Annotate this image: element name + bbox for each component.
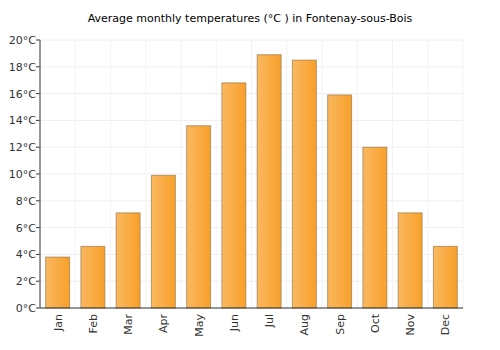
grid-line-vertical <box>251 40 252 308</box>
grid-line-vertical <box>427 40 428 308</box>
bar <box>222 83 246 308</box>
x-tick-label: Feb <box>87 314 100 333</box>
y-tick-label: 10°C <box>9 168 36 181</box>
y-tick-label: 16°C <box>9 88 36 101</box>
y-tick-label: 14°C <box>9 114 36 127</box>
x-tick-label: Sep <box>334 314 347 335</box>
grid-line-vertical <box>463 40 464 308</box>
bar <box>81 246 105 308</box>
grid-line-vertical <box>357 40 358 308</box>
tick-mark <box>36 227 40 228</box>
grid-line-vertical <box>322 40 323 308</box>
x-tick-label: Jul <box>263 314 276 328</box>
tick-mark <box>36 40 40 41</box>
bar <box>328 95 352 308</box>
grid-line-vertical <box>75 40 76 308</box>
y-tick-label: 20°C <box>9 34 36 47</box>
y-tick-label: 8°C <box>16 195 36 208</box>
y-tick-label: 0°C <box>16 302 36 315</box>
y-tick-label: 18°C <box>9 61 36 74</box>
grid-line-vertical <box>181 40 182 308</box>
tick-mark <box>36 120 40 121</box>
x-axis <box>40 308 463 309</box>
x-tick-label: Aug <box>298 314 311 335</box>
x-tick-label: Dec <box>439 314 452 335</box>
x-tick-label: Apr <box>157 314 170 334</box>
x-tick-label: Nov <box>404 314 417 336</box>
grid-line-vertical <box>145 40 146 308</box>
tick-mark <box>36 147 40 148</box>
tick-mark <box>36 93 40 94</box>
bar <box>292 60 316 308</box>
grid-line-vertical <box>286 40 287 308</box>
y-axis <box>40 40 41 308</box>
bar <box>398 213 422 308</box>
y-tick-label: 4°C <box>16 248 36 261</box>
bar <box>257 55 281 308</box>
y-tick-label: 12°C <box>9 141 36 154</box>
grid-line-vertical <box>216 40 217 308</box>
bar <box>46 257 70 308</box>
bar <box>116 213 140 308</box>
x-tick-label: Mar <box>122 314 135 335</box>
chart: Average monthly temperatures (°C ) in Fo… <box>0 0 500 350</box>
grid-line <box>40 308 463 309</box>
grid-line-vertical <box>392 40 393 308</box>
x-tick-label: Jun <box>228 314 241 332</box>
grid-line-vertical <box>110 40 111 308</box>
x-tick-label: Jan <box>52 314 65 332</box>
bar <box>187 126 211 308</box>
tick-mark <box>36 308 40 309</box>
tick-mark <box>36 174 40 175</box>
x-tick-label: Oct <box>369 313 382 333</box>
title: Average monthly temperatures (°C ) in Fo… <box>88 12 413 25</box>
y-tick-label: 2°C <box>16 275 36 288</box>
grid-line-vertical <box>40 40 41 308</box>
x-tick-label: May <box>193 314 206 337</box>
tick-mark <box>36 66 40 67</box>
bar <box>151 175 175 308</box>
tick-mark <box>36 281 40 282</box>
tick-mark <box>36 200 40 201</box>
bar <box>433 246 457 308</box>
tick-mark <box>36 254 40 255</box>
bar <box>363 147 387 308</box>
y-tick-label: 6°C <box>16 222 36 235</box>
